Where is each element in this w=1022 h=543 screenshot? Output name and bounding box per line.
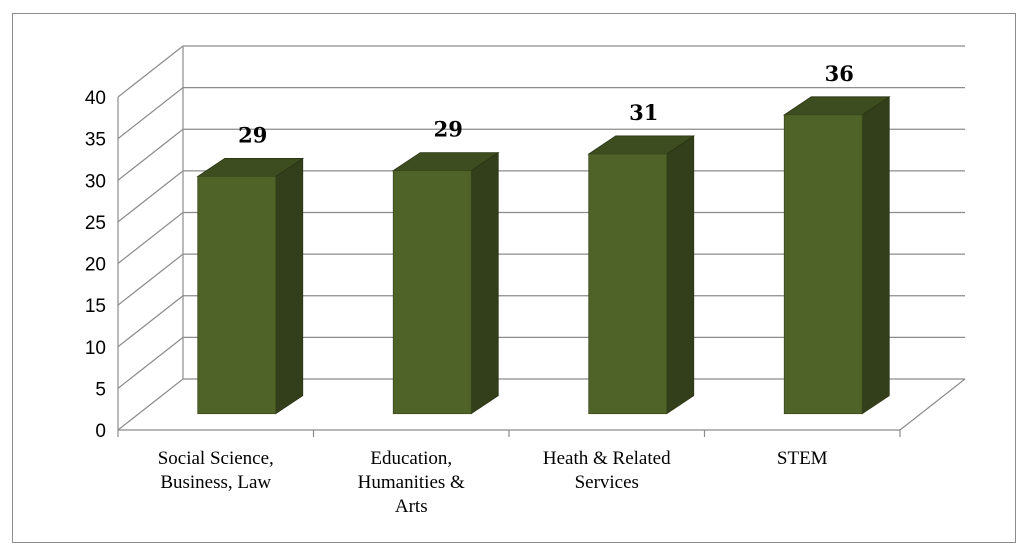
data-label: 29 [434, 117, 463, 142]
gridline-diagonal [117, 295, 184, 348]
y-tick-label: 35 [85, 130, 106, 151]
x-tick-label: Heath & Related Services [543, 448, 671, 493]
x-tick-label-line: Social Science, [158, 448, 274, 469]
bar [392, 170, 472, 415]
gridline-diagonal [117, 336, 184, 389]
bar-side [470, 151, 499, 415]
labels: 0 5 10 15 20 25 30 35 40 29 Social Science, Busines… [85, 61, 854, 517]
data-label: 36 [825, 61, 854, 86]
gridline-diagonal [117, 170, 184, 223]
bar-side [861, 96, 890, 415]
gridline-diagonal [117, 378, 184, 431]
y-tick-label: 20 [85, 255, 106, 276]
data-label: 29 [238, 122, 267, 147]
x-tick-label-line: Business, Law [160, 472, 271, 493]
gridline-diagonal [117, 128, 184, 181]
y-tick-label: 30 [85, 171, 106, 192]
y-tick-label: 0 [95, 421, 106, 442]
gridline-diagonal [117, 45, 184, 98]
data-label: 31 [629, 100, 658, 125]
x-tick-label: Education, Humanities & Arts [358, 448, 465, 517]
gridline-diagonal [117, 87, 184, 140]
y-tick-label: 15 [85, 296, 106, 317]
x-tick-label-line: Heath & Related [543, 448, 671, 469]
bar [783, 114, 863, 415]
bar-side [275, 157, 304, 415]
y-tick-label: 5 [95, 379, 106, 400]
bar [588, 153, 668, 415]
x-tick-label: Social Science, Business, Law [158, 448, 274, 493]
y-tick-label: 40 [85, 88, 106, 109]
bars [196, 96, 891, 415]
x-tick-label-line: Services [575, 472, 639, 493]
x-tick-label-line: Education, [370, 448, 452, 469]
bar-side [666, 135, 695, 415]
x-tick-label-line: STEM [777, 448, 828, 469]
gridline-diagonal [117, 253, 184, 306]
x-tick-label-line: Arts [395, 496, 428, 517]
gridline-diagonal [117, 212, 184, 264]
bar [197, 176, 277, 415]
y-tick-label: 25 [85, 213, 106, 234]
x-tick-label: STEM [777, 448, 828, 469]
y-tick-label: 10 [85, 338, 106, 359]
x-tick-label-line: Humanities & [358, 472, 465, 493]
floor-right-edge [899, 378, 966, 431]
